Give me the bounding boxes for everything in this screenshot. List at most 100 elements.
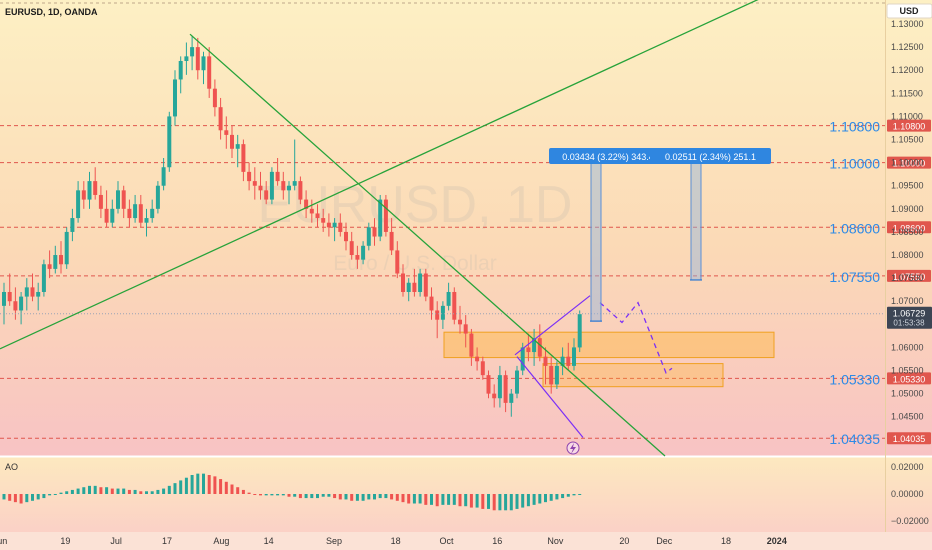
level-price-tag xyxy=(887,119,931,132)
candle-body xyxy=(423,273,428,297)
ao-axis: 0.02000 0.00000 −0.02000 xyxy=(891,462,929,526)
candle-body xyxy=(64,231,69,265)
level-label: 1.10800 xyxy=(829,119,880,135)
candle-body xyxy=(446,291,451,306)
time-axis-background xyxy=(0,532,932,550)
price-tick-label: 1.10000 xyxy=(891,158,924,168)
candle xyxy=(469,328,474,366)
ao-bar xyxy=(224,481,228,494)
candle-body xyxy=(110,208,115,223)
ao-bar xyxy=(350,494,354,501)
candle-body xyxy=(81,190,86,200)
ao-bar xyxy=(412,494,416,504)
candle xyxy=(41,259,46,297)
lower-demand-zone[interactable] xyxy=(542,363,724,388)
ao-bar xyxy=(390,494,394,500)
candle-body xyxy=(258,185,263,191)
candle xyxy=(532,328,537,366)
candle xyxy=(332,218,337,242)
candle xyxy=(190,35,195,71)
candle xyxy=(81,181,86,209)
ao-bar xyxy=(42,494,46,499)
candle-body xyxy=(207,56,212,89)
measure-label: 0.03434 (3.22%) 343.4 xyxy=(562,152,654,162)
candle xyxy=(212,79,217,117)
channel-lower-line[interactable] xyxy=(516,356,584,438)
watermark: EURUSD, 1D Euro / U.S. Dollar xyxy=(258,176,573,275)
ao-bar xyxy=(179,480,183,494)
candle xyxy=(13,287,18,320)
last-price-tag xyxy=(887,306,932,329)
candle-body xyxy=(13,301,18,311)
measure-range-bar[interactable] xyxy=(690,162,702,281)
last-price-value: 1.06729 xyxy=(893,309,926,319)
candle xyxy=(566,342,571,371)
channel-upper-line[interactable] xyxy=(514,295,591,356)
candle-body xyxy=(224,130,229,135)
level-label: 1.05330 xyxy=(829,371,880,387)
ao-histogram xyxy=(2,473,582,511)
ao-bar xyxy=(110,488,114,494)
candle xyxy=(321,208,326,232)
candle-body xyxy=(452,291,457,320)
candle-body xyxy=(275,171,280,182)
ao-tick-label: 0.02000 xyxy=(891,462,924,472)
ao-bar xyxy=(333,494,337,499)
candle-body xyxy=(19,296,24,311)
candle-body xyxy=(395,250,400,274)
ao-bar xyxy=(145,491,148,494)
candle-body xyxy=(418,273,423,292)
candle-body xyxy=(315,213,320,219)
time-axis: Jun 19 Jul 17 Aug 14 Sep 18 Oct 16 Nov 20 Dec 18 2024 xyxy=(0,536,787,546)
level-label: 1.08600 xyxy=(829,220,880,236)
measure-range-bar[interactable] xyxy=(590,162,602,322)
candle-body xyxy=(355,255,360,260)
time-tick-label: 20 xyxy=(619,536,629,546)
time-tick-label: Sep xyxy=(326,536,342,546)
level-label: 1.10000 xyxy=(829,156,880,172)
level-price-tag xyxy=(887,432,931,445)
demand-zones xyxy=(443,331,775,388)
candle xyxy=(338,213,343,237)
price-tick-label: 1.12500 xyxy=(891,42,924,52)
ao-label: AO xyxy=(5,462,18,472)
ao-bar xyxy=(561,494,565,499)
candle xyxy=(59,241,63,274)
ao-bar xyxy=(259,494,262,496)
ao-bar xyxy=(93,485,97,494)
candles xyxy=(2,35,582,417)
ao-bar xyxy=(487,494,490,509)
upper-demand-zone[interactable] xyxy=(443,331,775,359)
candle xyxy=(275,158,280,186)
candle-body xyxy=(458,319,462,325)
ao-bar xyxy=(521,494,525,508)
ao-bar xyxy=(526,494,530,507)
candle xyxy=(435,301,440,339)
ao-bar xyxy=(287,494,291,497)
candle xyxy=(372,218,377,246)
falling-trendline[interactable] xyxy=(189,33,666,457)
candle xyxy=(543,347,548,385)
candle xyxy=(401,264,405,297)
projected-path[interactable] xyxy=(599,301,673,374)
candle-body xyxy=(138,204,143,223)
time-tick-label: Oct xyxy=(439,536,454,546)
ao-bar xyxy=(99,487,103,494)
candle xyxy=(224,116,229,149)
candle xyxy=(515,365,519,399)
rising-trendline[interactable] xyxy=(0,0,760,350)
candle xyxy=(258,171,263,200)
candle-body xyxy=(332,222,337,228)
ao-bar xyxy=(25,494,29,503)
ao-bar xyxy=(572,494,576,496)
event-lightning-icon[interactable] xyxy=(566,441,580,455)
ao-bar xyxy=(19,494,23,504)
ao-bar xyxy=(59,492,63,494)
currency-button[interactable]: USD xyxy=(886,3,932,19)
candle-body xyxy=(492,393,497,399)
candle-body xyxy=(241,144,246,172)
ao-bar xyxy=(127,489,131,494)
ao-bar xyxy=(276,494,280,496)
candle-body xyxy=(167,116,172,168)
